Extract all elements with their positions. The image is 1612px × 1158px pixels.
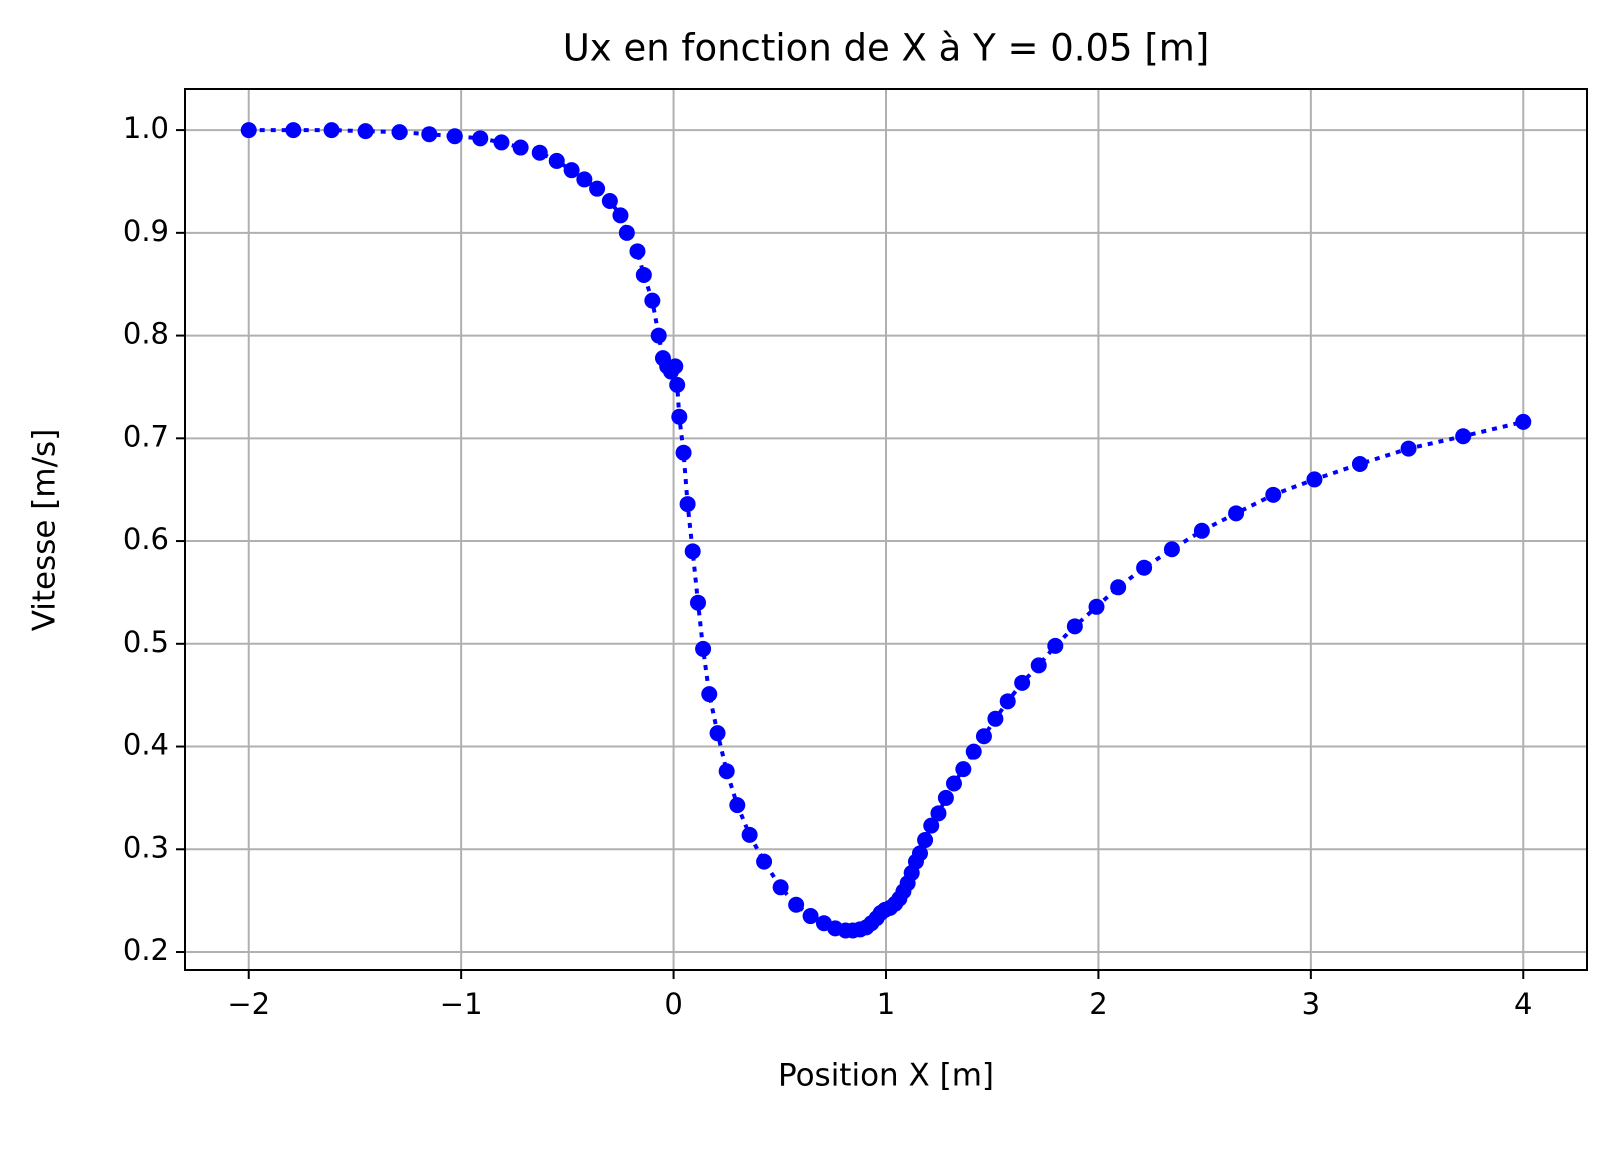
data-point: [937, 789, 954, 806]
data-point: [601, 192, 618, 209]
data-point: [357, 123, 374, 140]
data-point: [945, 775, 962, 792]
data-point: [548, 152, 565, 169]
x-axis-label: Position X [m]: [778, 1058, 994, 1094]
data-point: [1400, 440, 1417, 457]
data-point: [472, 130, 489, 147]
data-point: [911, 845, 928, 862]
data-point: [701, 686, 718, 703]
y-tick-label: 0.8: [123, 317, 169, 351]
data-point: [1265, 486, 1282, 503]
data-point: [563, 162, 580, 179]
data-point: [612, 207, 629, 224]
data-point: [1088, 598, 1105, 615]
data-point: [650, 327, 667, 344]
data-point: [512, 139, 529, 156]
x-tick-label: −2: [227, 987, 270, 1021]
y-tick-label: 1.0: [123, 111, 169, 145]
x-tick-label: 2: [1089, 987, 1107, 1021]
data-point: [671, 408, 688, 425]
y-tick-label: 0.3: [123, 830, 169, 864]
data-point: [679, 496, 696, 513]
data-point: [629, 243, 646, 260]
data-point: [1306, 471, 1323, 488]
data-point: [729, 797, 746, 814]
x-tick-label: 4: [1514, 987, 1532, 1021]
x-tick-label: 0: [664, 987, 682, 1021]
y-tick-label: 0.2: [123, 933, 169, 967]
x-tick-label: 1: [877, 987, 895, 1021]
data-point: [1030, 657, 1047, 674]
y-axis-label: Vitesse [m/s]: [27, 429, 63, 632]
data-point: [1455, 428, 1472, 445]
data-point: [1193, 522, 1210, 539]
data-point: [930, 805, 947, 822]
data-point: [999, 693, 1016, 710]
data-point: [531, 144, 548, 161]
data-point: [975, 728, 992, 745]
data-point: [618, 224, 635, 241]
data-point: [709, 725, 726, 742]
data-point: [1110, 579, 1127, 596]
data-point: [772, 879, 789, 896]
data-point: [1066, 618, 1083, 635]
data-point: [987, 710, 1004, 727]
data-point: [756, 853, 773, 870]
plot-frame: [184, 88, 1588, 971]
data-point: [421, 126, 438, 143]
data-point: [1515, 413, 1532, 430]
data-point: [323, 122, 340, 139]
data-point: [644, 292, 661, 309]
x-tick-label: −1: [440, 987, 483, 1021]
data-point: [589, 180, 606, 197]
data-point: [718, 763, 735, 780]
data-point: [240, 122, 257, 139]
data-point: [285, 122, 302, 139]
data-point: [802, 908, 819, 925]
y-tick-label: 0.9: [123, 214, 169, 248]
data-point: [1047, 637, 1064, 654]
y-tick-label: 0.5: [123, 625, 169, 659]
data-point: [690, 594, 707, 611]
data-point: [576, 171, 593, 188]
x-tick-label: 3: [1302, 987, 1320, 1021]
data-point: [965, 743, 982, 760]
data-point: [669, 376, 686, 393]
data-point: [917, 832, 934, 849]
data-point: [446, 128, 463, 145]
data-point: [923, 817, 940, 834]
data-point: [1136, 559, 1153, 576]
data-point: [667, 358, 684, 375]
y-tick-label: 0.6: [123, 522, 169, 556]
data-point: [1163, 541, 1180, 558]
y-tick-label: 0.4: [123, 728, 169, 762]
data-point: [1351, 456, 1368, 473]
data-point: [695, 640, 712, 657]
data-point: [1014, 674, 1031, 691]
data-point: [788, 896, 805, 913]
data-point: [1228, 505, 1245, 522]
data-point: [741, 826, 758, 843]
chart-title: Ux en fonction de X à Y = 0.05 [m]: [563, 27, 1210, 70]
data-point: [635, 266, 652, 283]
y-tick-label: 0.7: [123, 419, 169, 453]
data-point: [493, 134, 510, 151]
data-point: [391, 124, 408, 141]
data-point: [955, 761, 972, 778]
data-point: [684, 543, 701, 560]
data-point: [675, 444, 692, 461]
